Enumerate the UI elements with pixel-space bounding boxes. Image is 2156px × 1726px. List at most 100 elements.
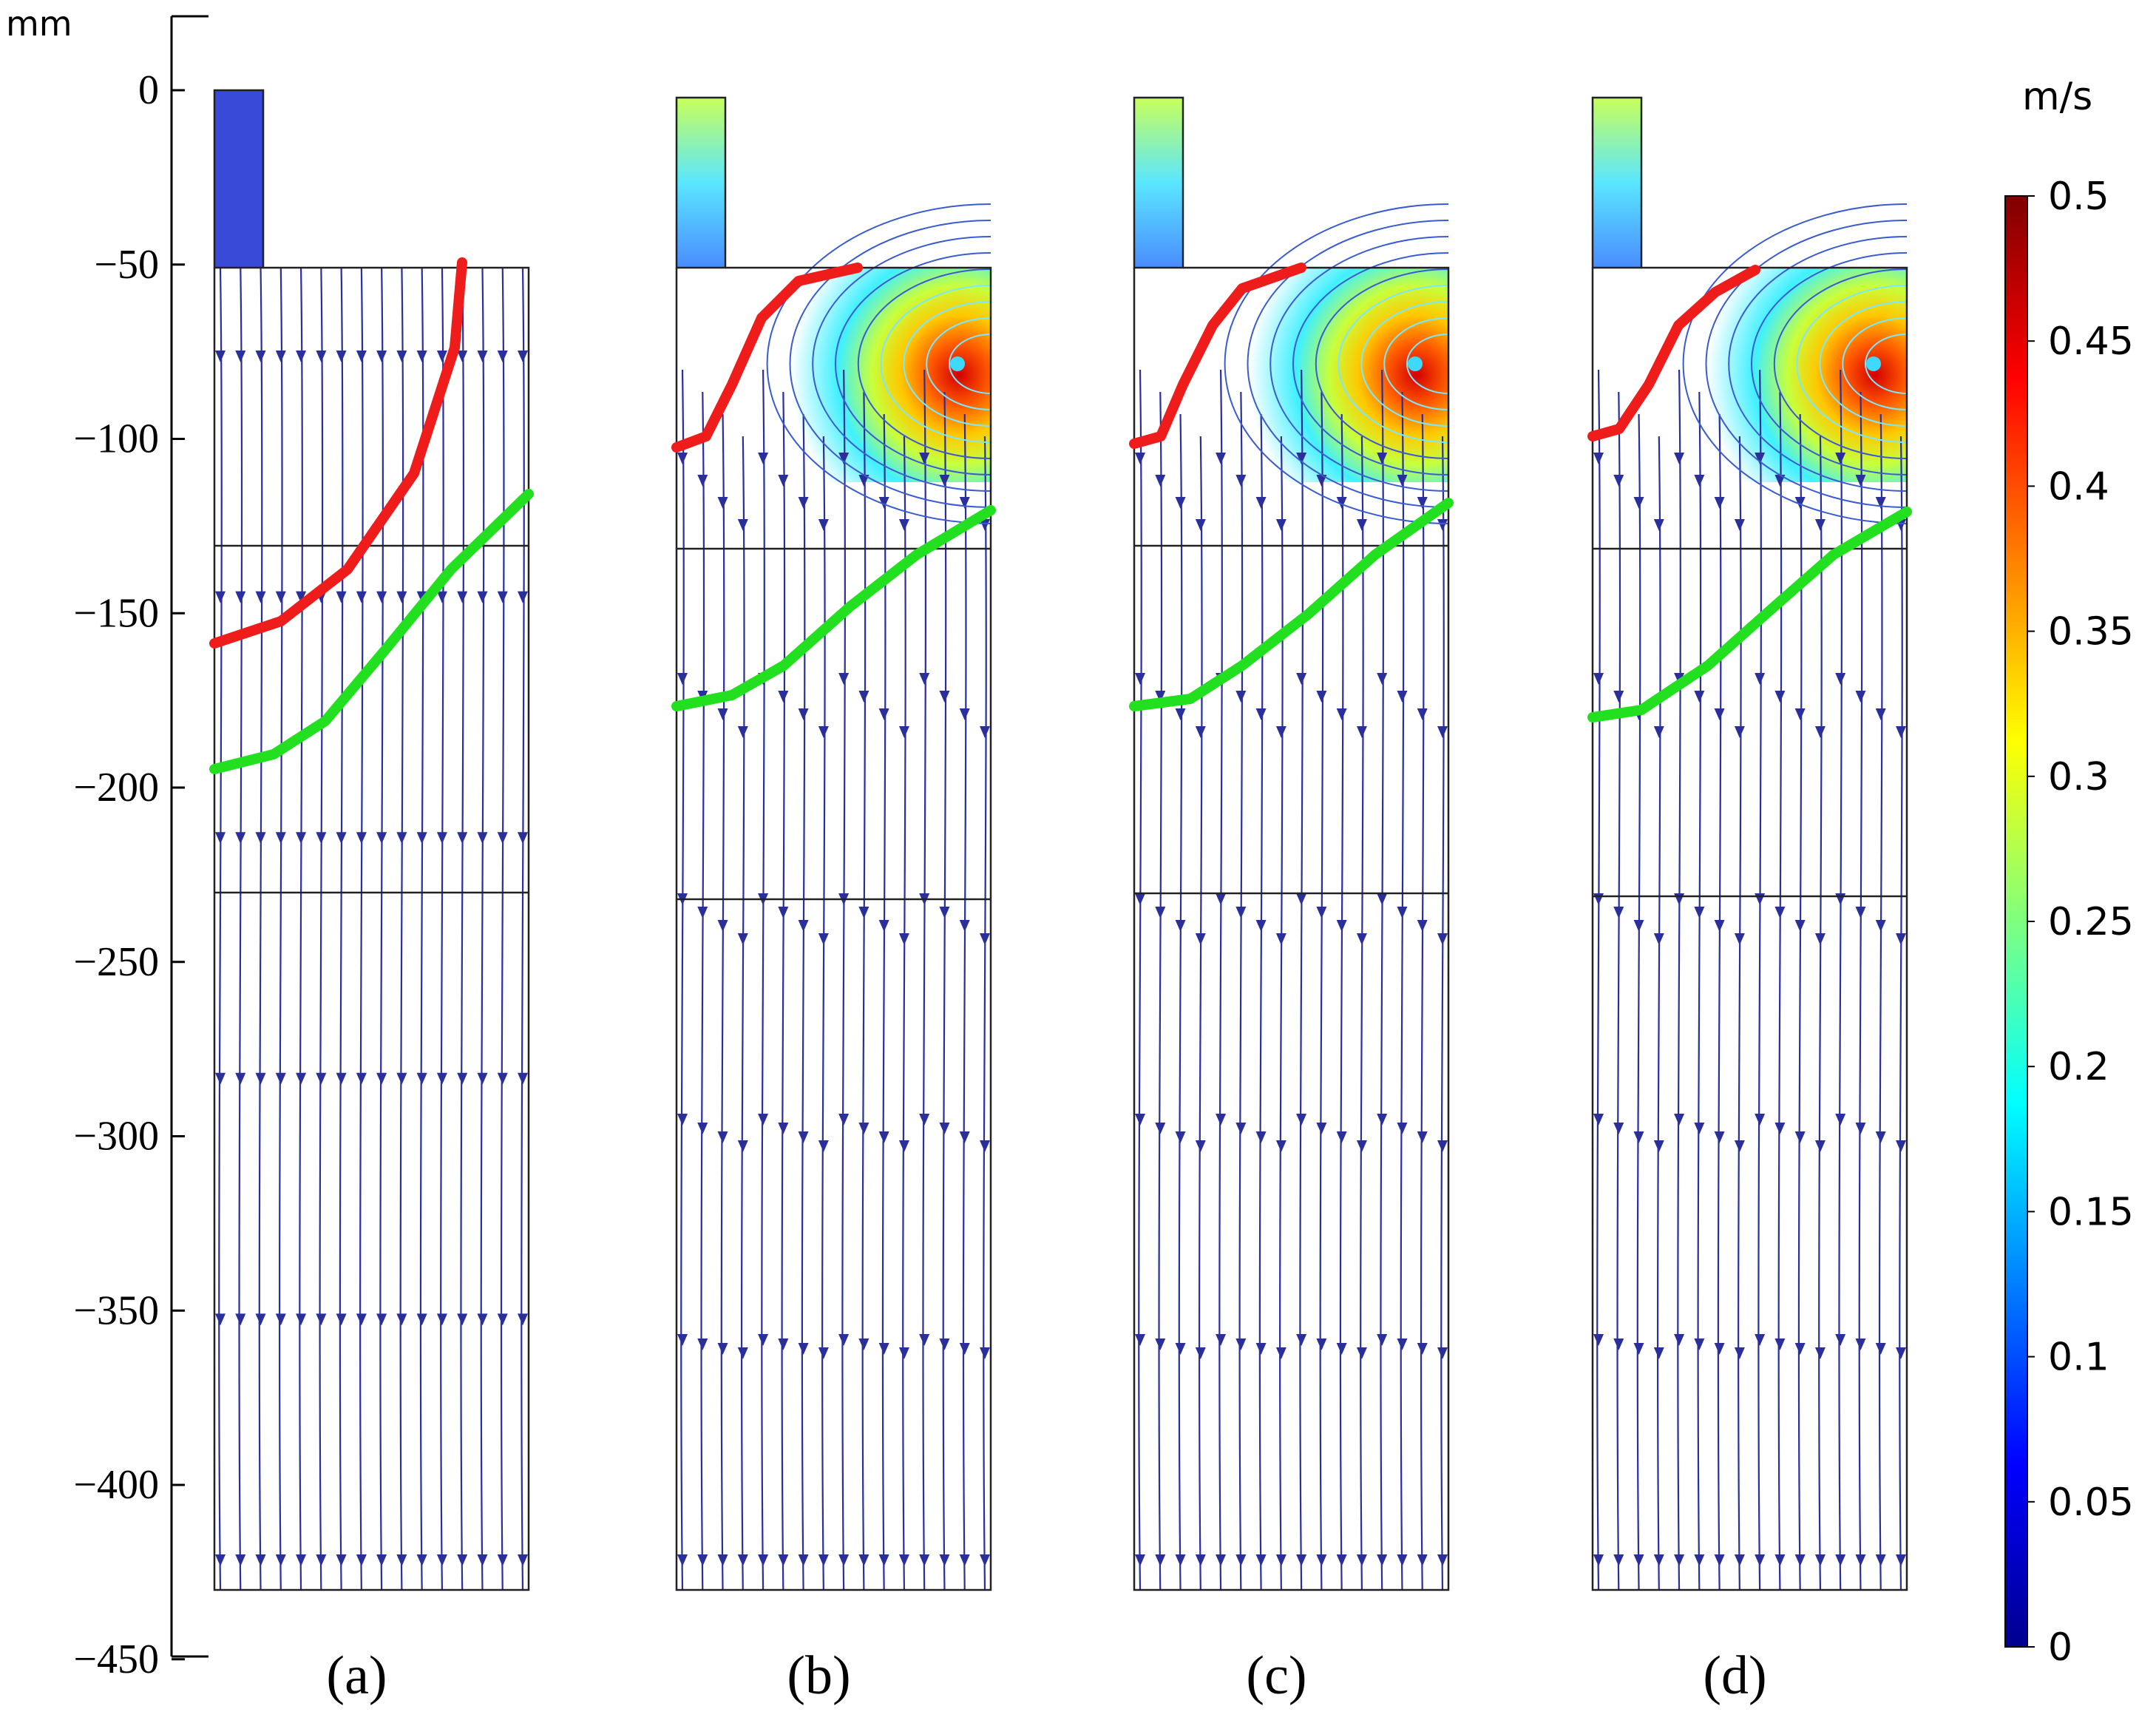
domain-frame: [213, 266, 530, 1591]
flow-arrow: [1377, 1334, 1388, 1346]
flow-arrow: [396, 1313, 407, 1326]
flow-arrow: [1275, 1347, 1287, 1359]
flow-arrow: [1613, 1339, 1624, 1350]
flow-arrow: [336, 1554, 347, 1566]
green-front-curve: [1587, 507, 1912, 722]
flow-arrow: [959, 1554, 970, 1566]
flow-arrow: [1814, 1347, 1826, 1359]
flow-arrow: [959, 1343, 970, 1355]
flow-arrow: [518, 351, 528, 362]
flow-arrow: [1855, 1554, 1866, 1566]
flow-arrow: [1216, 1554, 1227, 1566]
flow-arrow: [436, 1554, 447, 1566]
flow-arrow: [798, 708, 809, 720]
flow-arrow: [1633, 1343, 1644, 1355]
streamline: [419, 267, 424, 1591]
streamline: [1596, 369, 1601, 1591]
flow-arrow: [518, 832, 528, 845]
streamline: [1616, 391, 1621, 1591]
streamline: [881, 413, 887, 1591]
flow-arrow: [939, 691, 950, 703]
flow-arrow: [1175, 1131, 1186, 1143]
red-front-curve: [1129, 263, 1306, 449]
flow-arrow: [275, 591, 286, 603]
flow-arrow: [1437, 726, 1448, 738]
y-axis: mm 0 −50 −100 −150 −200 −250 −300 −350 −400 −450: [6, 4, 209, 1682]
flow-arrow: [235, 832, 246, 845]
flow-arrow: [316, 1554, 327, 1566]
flow-arrow: [416, 1554, 427, 1566]
recirculation-streamline: [1865, 334, 1908, 394]
flow-arrow: [1155, 691, 1166, 703]
y-axis-ticks: 0 −50 −100 −150 −200 −250 −300 −350 −400 −450: [73, 67, 185, 1682]
flow-arrow: [477, 1313, 488, 1326]
y-tick-label: −300: [73, 1114, 159, 1160]
flow-arrow: [818, 519, 829, 531]
flow-arrow: [980, 519, 990, 531]
recirculation-streamline: [1796, 285, 1908, 443]
flow-arrow: [1377, 1114, 1388, 1126]
flow-arrow: [1814, 1140, 1826, 1152]
flow-arrow: [737, 933, 748, 945]
flow-arrow: [1316, 1554, 1327, 1566]
vortex-center: [950, 356, 965, 371]
flow-arrow: [1175, 708, 1186, 720]
streamline: [1797, 413, 1803, 1591]
streamline: [1339, 413, 1344, 1591]
flow-arrow: [316, 832, 327, 845]
flow-arrow: [396, 1072, 407, 1085]
flow-arrow: [1255, 920, 1267, 932]
flow-arrow: [1316, 1339, 1327, 1350]
streamline: [521, 267, 525, 1591]
flow-arrow: [1694, 1339, 1705, 1350]
flow-arrow: [497, 591, 508, 603]
streamline: [218, 267, 223, 1591]
y-tick-label: −200: [73, 765, 159, 810]
flow-arrow: [1714, 497, 1725, 509]
flow-arrow: [717, 920, 728, 932]
y-axis-unit: mm: [6, 4, 72, 44]
flow-arrow: [436, 591, 447, 603]
flow-arrow: [737, 1554, 748, 1566]
flow-arrow: [497, 1072, 508, 1085]
flow-arrow: [1155, 1123, 1166, 1134]
flow-arrow: [959, 920, 970, 932]
flow-arrow: [919, 673, 930, 685]
green-front-curve: [209, 489, 534, 774]
flow-arrow: [1296, 893, 1307, 905]
panel-label: (a): [326, 1645, 387, 1706]
red-front-curve: [1587, 265, 1760, 441]
flow-arrow: [939, 907, 950, 918]
flow-arrow: [1336, 1554, 1347, 1566]
flow-arrow: [1135, 1114, 1145, 1126]
recirculation-streamline: [1751, 252, 1908, 476]
flow-arrow: [697, 1554, 708, 1566]
flow-arrow: [898, 1554, 909, 1566]
flow-arrow: [980, 933, 990, 945]
flow-arrow: [1255, 497, 1267, 509]
flow-arrow: [1175, 1343, 1186, 1355]
flow-arrow: [296, 1313, 307, 1326]
streamline: [379, 267, 384, 1591]
flow-arrow: [1296, 673, 1307, 685]
recirculation-streamline: [857, 268, 991, 459]
flow-arrow: [939, 1554, 950, 1566]
flow-arrow: [1216, 1114, 1227, 1126]
flow-arrow: [1135, 673, 1145, 685]
flow-arrow: [1417, 1343, 1428, 1355]
panel-label: (c): [1246, 1645, 1306, 1706]
flow-arrow: [939, 1123, 950, 1134]
flow-arrow: [1835, 1554, 1846, 1566]
flow-arrow: [798, 1343, 809, 1355]
flow-arrow: [296, 591, 307, 603]
flow-arrow: [296, 351, 307, 362]
flow-arrow: [939, 1339, 950, 1350]
flow-arrow: [1835, 1114, 1846, 1126]
streamline: [962, 413, 967, 1591]
flow-arrow: [1437, 1554, 1448, 1566]
flow-arrow: [1855, 691, 1866, 703]
streamline: [1636, 413, 1641, 1591]
streamline: [1878, 413, 1883, 1591]
streamline: [983, 436, 987, 1591]
flow-arrow: [296, 1072, 307, 1085]
